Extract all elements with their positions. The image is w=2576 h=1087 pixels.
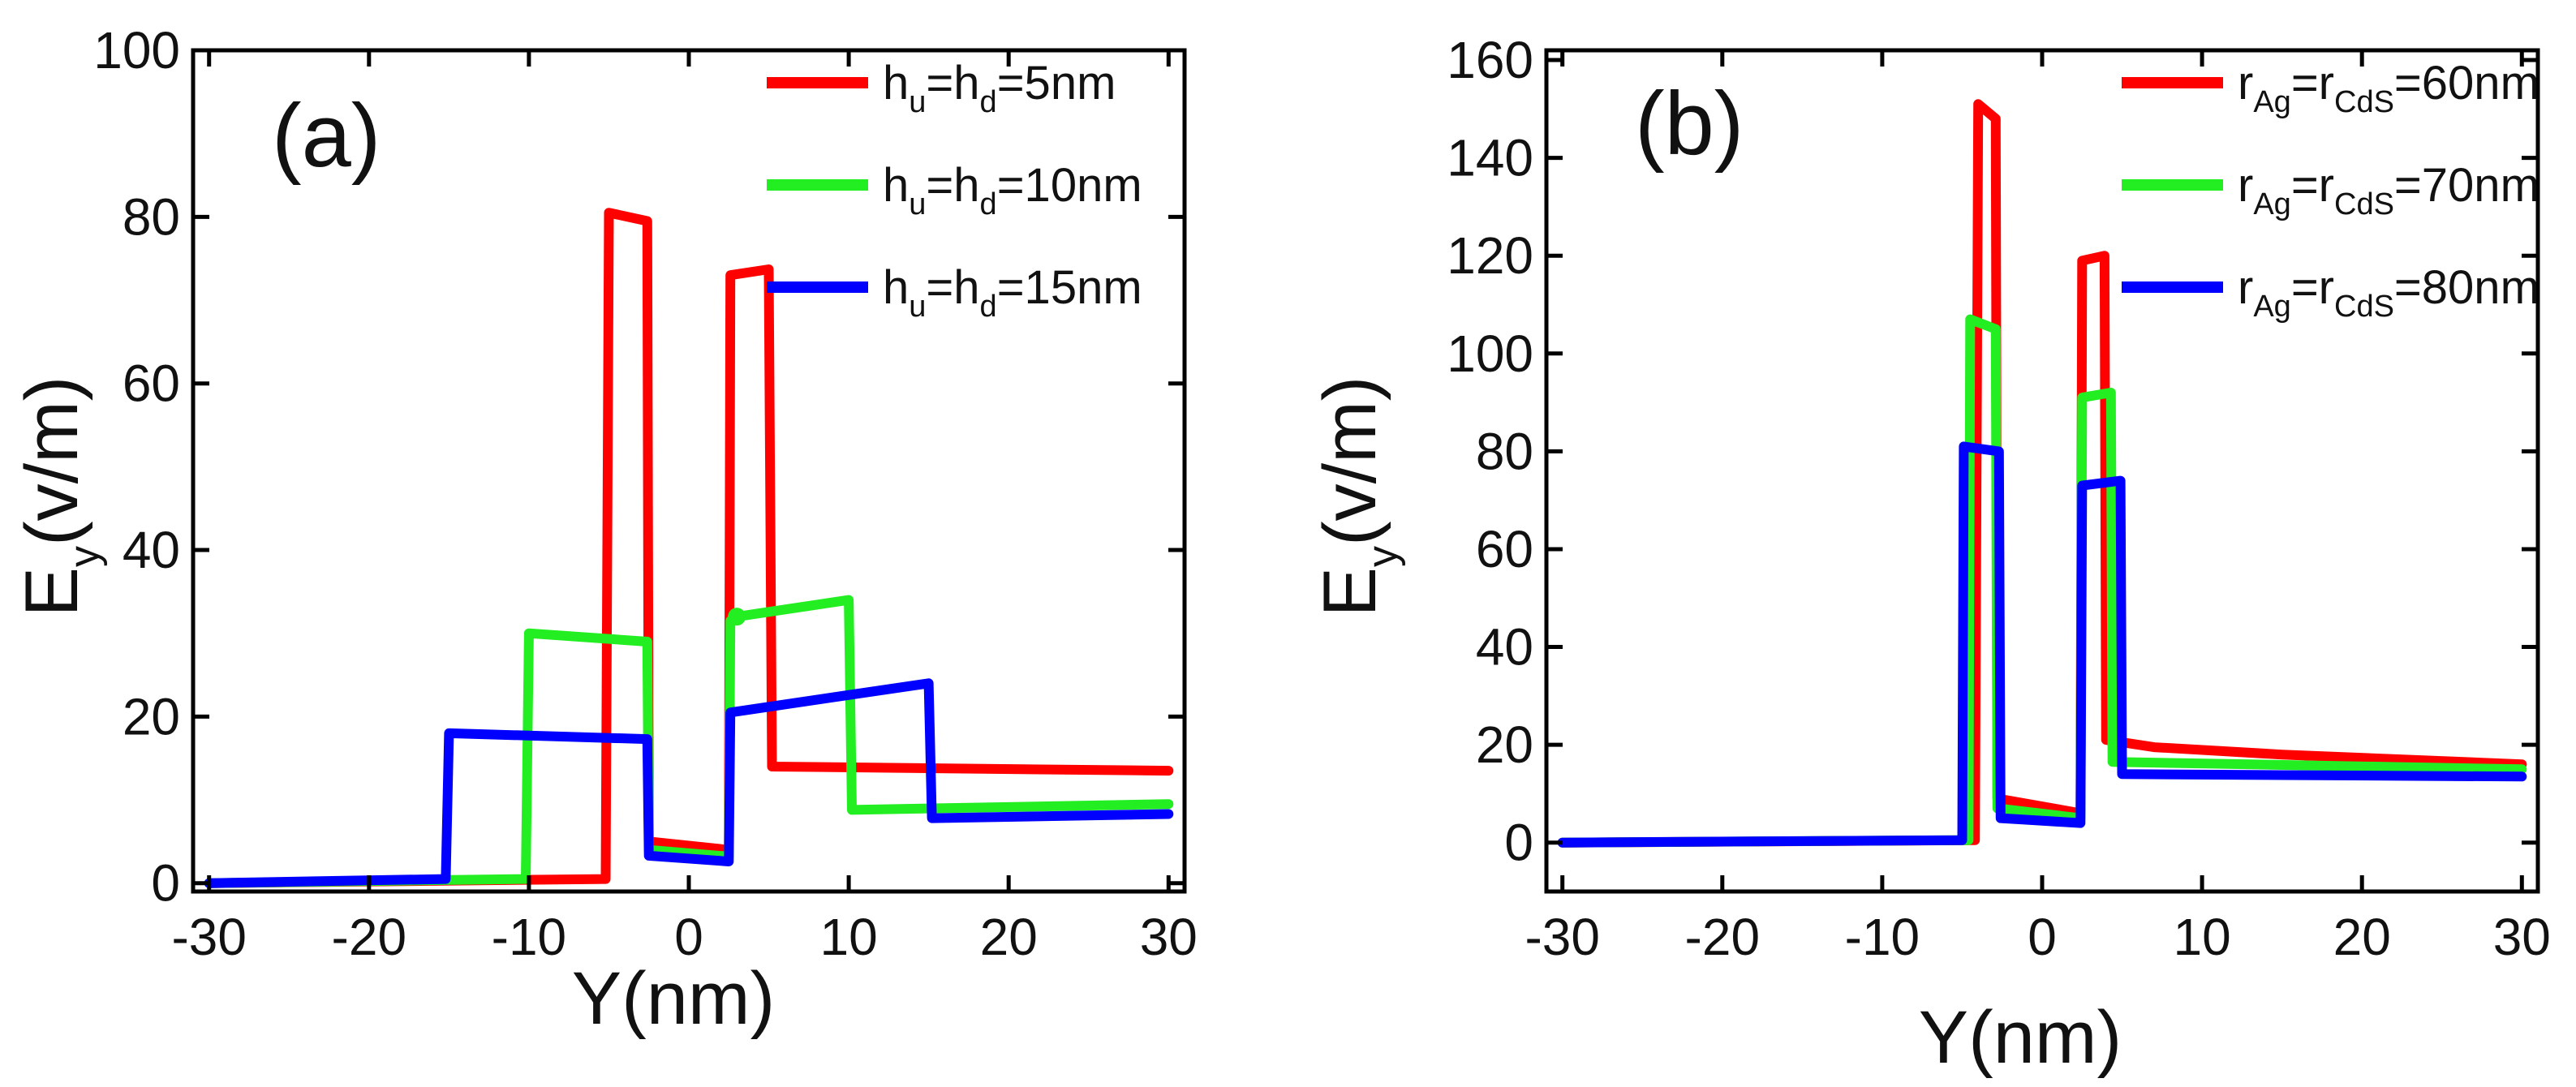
panel-a: -30 -20 -10 0 10 20 30 0 20 40 60 80 100 (a) Y(nm) E… <box>11 21 1198 1040</box>
panel-a-y-tick-label: 100 <box>93 21 180 79</box>
panel-b-x-tick-label: -30 <box>1525 908 1600 966</box>
panel-b-x-tick-label: 30 <box>2493 908 2551 966</box>
panel-a-y-axis-label-sub: y <box>61 546 108 567</box>
panel-b-x-tick-label: 0 <box>2028 908 2057 966</box>
panel-a-legend-label-1: hu=hd=5nm <box>883 57 1116 119</box>
svg-text:Ey(v/m): Ey(v/m) <box>11 376 108 617</box>
panel-b-series <box>1557 99 2527 848</box>
panel-b: -30 -20 -10 0 10 20 30 0 20 40 60 80 100 120 140 160 (b… <box>1309 31 2551 1079</box>
panel-b-y-axis-label-main: E <box>1309 567 1391 617</box>
panel-b-x-axis-label: Y(nm) <box>1919 996 2122 1079</box>
panel-a-x-tick-label: -30 <box>171 908 247 966</box>
panel-a-y-axis-label-unit: (v/m) <box>11 376 93 546</box>
panel-b-y-axis-label-unit: (v/m) <box>1309 376 1391 546</box>
panel-b-y-tick-label: 140 <box>1447 129 1533 187</box>
panel-b-y-tick-label: 0 <box>1504 814 1533 872</box>
panel-a-series-line-1 <box>204 208 1174 888</box>
panel-a-y-tick-label: 20 <box>123 687 180 745</box>
panel-b-ticks: -30 -20 -10 0 10 20 30 0 20 40 60 80 100 120 140 160 <box>1447 31 2551 966</box>
panel-b-series-line-3 <box>1557 441 2527 848</box>
panel-b-legend: rAg=rCdS=60nm rAg=rCdS=70nm rAg=rCdS=80nm <box>2122 57 2539 324</box>
panel-b-x-tick-label: 10 <box>2174 908 2231 966</box>
panel-b-y-tick-label: 20 <box>1476 715 1533 774</box>
panel-a-y-axis-label: Ey(v/m) <box>11 376 108 617</box>
panel-a-series-line-2 <box>204 595 1174 888</box>
panel-a-x-tick-label: 0 <box>674 908 703 966</box>
panel-a-x-tick-label: 20 <box>980 908 1038 966</box>
panel-b-y-axis-label: Ey(v/m) <box>1309 376 1406 617</box>
panel-b-legend-label-1: rAg=rCdS=60nm <box>2238 57 2539 119</box>
panel-b-legend-label-3: rAg=rCdS=80nm <box>2238 261 2539 324</box>
panel-a-y-axis-label-main: E <box>11 567 93 617</box>
panel-b-y-tick-label: 40 <box>1476 618 1533 677</box>
panel-b-label: (b) <box>1635 74 1744 174</box>
panel-a-series-marker-2 <box>728 608 746 626</box>
panel-b-y-tick-label: 60 <box>1476 520 1533 578</box>
panel-b-y-tick-label: 100 <box>1447 324 1533 383</box>
panel-b-x-tick-label: -10 <box>1845 908 1920 966</box>
panel-b-y-tick-label: 120 <box>1447 226 1533 285</box>
panel-a-legend-label-3: hu=hd=15nm <box>883 261 1142 324</box>
panel-a-x-tick-label: 30 <box>1140 908 1198 966</box>
panel-b-legend-label-2: rAg=rCdS=70nm <box>2238 159 2539 221</box>
panel-a-y-tick-label: 80 <box>123 187 180 246</box>
panel-b-x-tick-label: 20 <box>2333 908 2391 966</box>
panel-a-x-axis-label: Y(nm) <box>572 957 775 1040</box>
svg-text:Ey(v/m): Ey(v/m) <box>1309 376 1406 617</box>
panel-a-x-tick-label: 10 <box>820 908 878 966</box>
panel-a-x-tick-label: -10 <box>492 908 567 966</box>
panel-a-x-tick-label: -20 <box>332 908 407 966</box>
panel-b-y-tick-label: 160 <box>1447 31 1533 89</box>
panel-b-y-tick-label: 80 <box>1476 422 1533 480</box>
panel-a-y-tick-label: 60 <box>123 354 180 413</box>
panel-b-series-line-2 <box>1557 314 2527 848</box>
panel-a-series-line-3 <box>204 678 1174 888</box>
panel-a-ticks: -30 -20 -10 0 10 20 30 0 20 40 60 80 100 <box>93 21 1198 966</box>
panel-a-legend: hu=hd=5nm hu=hd=10nm hu=hd=15nm <box>767 57 1142 324</box>
panel-a-label: (a) <box>272 86 381 186</box>
panel-a-series <box>204 208 1174 888</box>
panel-a-y-tick-label: 0 <box>151 854 180 913</box>
panel-b-x-tick-label: -20 <box>1685 908 1761 966</box>
panel-b-y-axis-label-sub: y <box>1359 546 1406 567</box>
panel-a-y-tick-label: 40 <box>123 521 180 579</box>
panel-a-legend-label-2: hu=hd=10nm <box>883 159 1142 221</box>
